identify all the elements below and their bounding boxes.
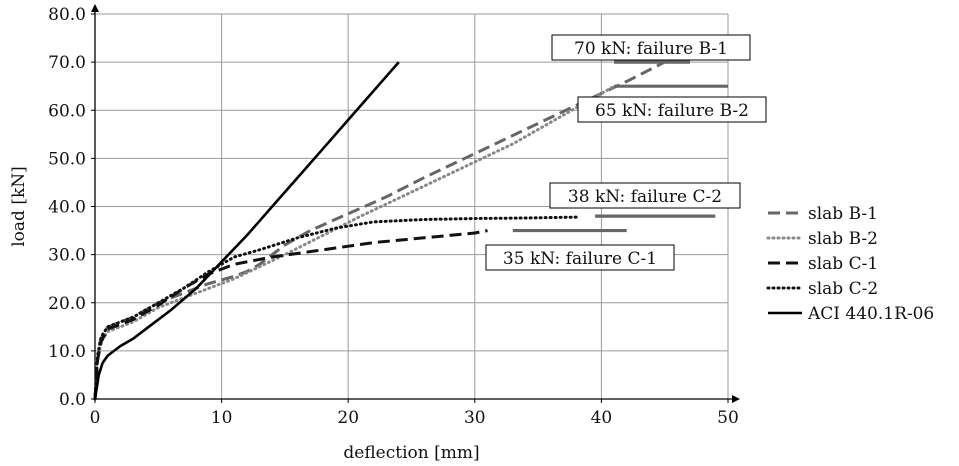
legend-label-slab-b-1: slab B-1 (808, 204, 878, 224)
series-line-slab-c-1 (93, 229, 488, 400)
series-lines (93, 60, 666, 401)
y-tick-label: 20.0 (48, 294, 86, 314)
failure-label-box (551, 34, 751, 61)
failure-label-70-kn-failure-b-1: 70 kN: failure B-1 (574, 39, 728, 59)
y-tick-label: 10.0 (48, 342, 86, 362)
y-tick-label: 60.0 (48, 101, 86, 121)
legend-label-slab-c-2: slab C-2 (808, 279, 878, 299)
x-tick-label: 50 (717, 408, 739, 428)
failure-label-box (577, 96, 767, 123)
y-tick-label: 70.0 (48, 53, 86, 73)
x-tick-label: 20 (337, 408, 359, 428)
axes (91, 4, 740, 403)
y-tick-label: 40.0 (48, 198, 86, 218)
x-tick-label: 40 (591, 408, 613, 428)
failure-label-35-kn-failure-c-1: 35 kN: failure C-1 (503, 249, 657, 269)
failure-label-box (485, 244, 675, 271)
y-axis-arrow (91, 4, 99, 12)
series-line-slab-b-1 (93, 60, 666, 400)
y-tick-label: 0.0 (59, 390, 86, 410)
y-tick-label: 30.0 (48, 246, 86, 266)
y-tick-label: 80.0 (48, 5, 86, 25)
tick-labels: 0 10 20 30 40 50 0.0 10.0 20.0 30.0 40.0 50.0 60.0 70… (48, 5, 739, 428)
series-line-slab-b-2 (93, 84, 616, 401)
legend-label-slab-b-2: slab B-2 (808, 229, 878, 249)
x-tick-label: 30 (464, 408, 486, 428)
x-axis-arrow (732, 395, 740, 403)
series-line-aci-440-1r-06 (93, 61, 400, 400)
series-line-slab-c-2 (93, 215, 578, 401)
legend-label-slab-c-1: slab C-1 (808, 254, 878, 274)
failure-annotations: 70 kN: failure B-1 65 kN: failure B-2 38 k… (485, 34, 767, 271)
legend-label-aci-440-1r-06: ACI 440.1R-06 (807, 304, 934, 324)
x-tick-label: 0 (90, 408, 101, 428)
failure-label-box (549, 182, 741, 209)
failure-label-65-kn-failure-b-2: 65 kN: failure B-2 (595, 101, 749, 121)
x-tick-label: 10 (211, 408, 233, 428)
y-tick-label: 50.0 (48, 149, 86, 169)
failure-label-38-kn-failure-c-2: 38 kN: failure C-2 (568, 187, 722, 207)
y-axis-title: load [kN] (9, 166, 29, 247)
x-axis-title: deflection [mm] (343, 443, 479, 463)
legend: slab B-1 slab B-2 slab C-1 slab C-2 ACI 440.… (766, 204, 934, 324)
